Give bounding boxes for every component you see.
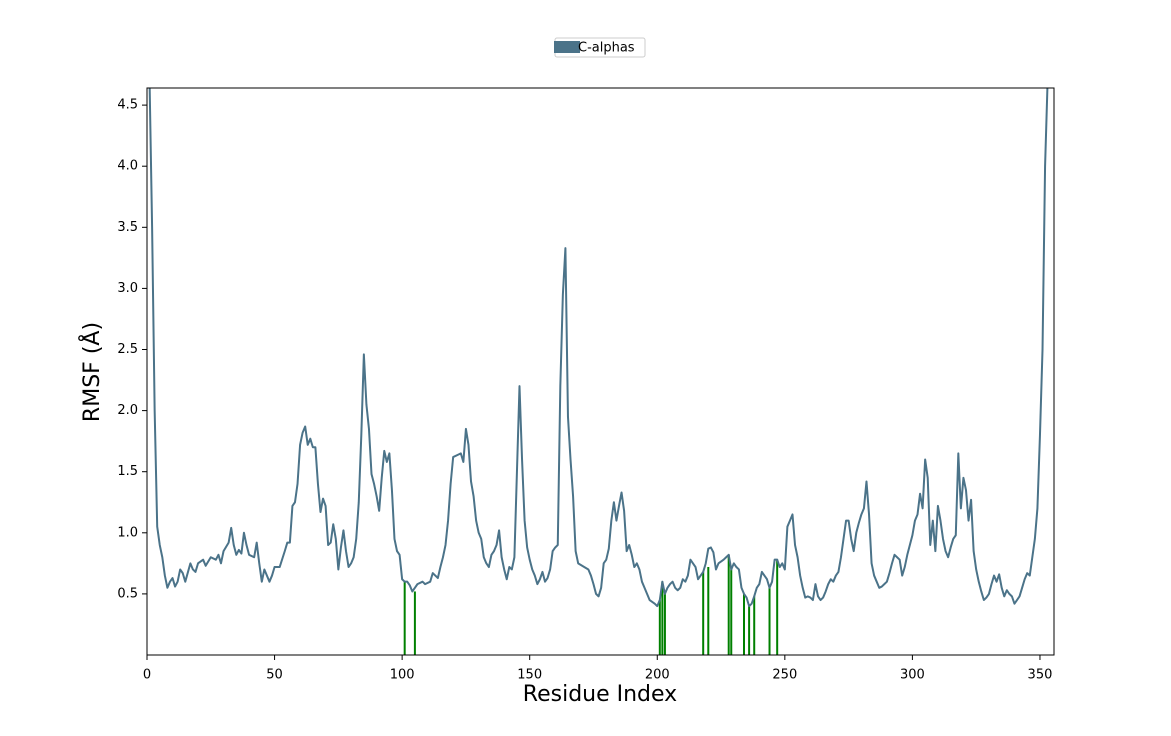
legend-label: C-alphas <box>578 41 635 56</box>
y-tick-label: 4.0 <box>117 159 138 174</box>
y-tick-label: 1.0 <box>117 525 138 540</box>
y-tick-label: 2.5 <box>117 342 138 357</box>
plot-frame <box>146 87 1055 656</box>
y-axis-label: RMSF (Å) <box>78 322 105 422</box>
x-tick-label: 250 <box>772 668 797 683</box>
plot-area <box>148 88 1049 655</box>
x-tick-label: 150 <box>517 668 542 683</box>
y-tick-label: 3.0 <box>117 281 138 296</box>
x-tick-label: 200 <box>645 668 670 683</box>
y-tick-label: 3.5 <box>117 220 138 235</box>
x-tick-label: 350 <box>1028 668 1053 683</box>
x-axis-label: Residue Index <box>523 682 677 707</box>
x-tick-label: 100 <box>390 668 415 683</box>
y-tick-label: 2.0 <box>117 403 138 418</box>
legend-swatch <box>554 41 580 53</box>
y-tick-label: 4.5 <box>117 98 138 113</box>
legend: C-alphas <box>554 37 646 58</box>
y-tick-label: 0.5 <box>117 586 138 601</box>
x-tick-label: 300 <box>900 668 925 683</box>
y-tick-label: 1.5 <box>117 464 138 479</box>
x-tick-label: 0 <box>143 668 151 683</box>
x-tick-label: 50 <box>266 668 283 683</box>
data-line <box>148 88 1049 608</box>
